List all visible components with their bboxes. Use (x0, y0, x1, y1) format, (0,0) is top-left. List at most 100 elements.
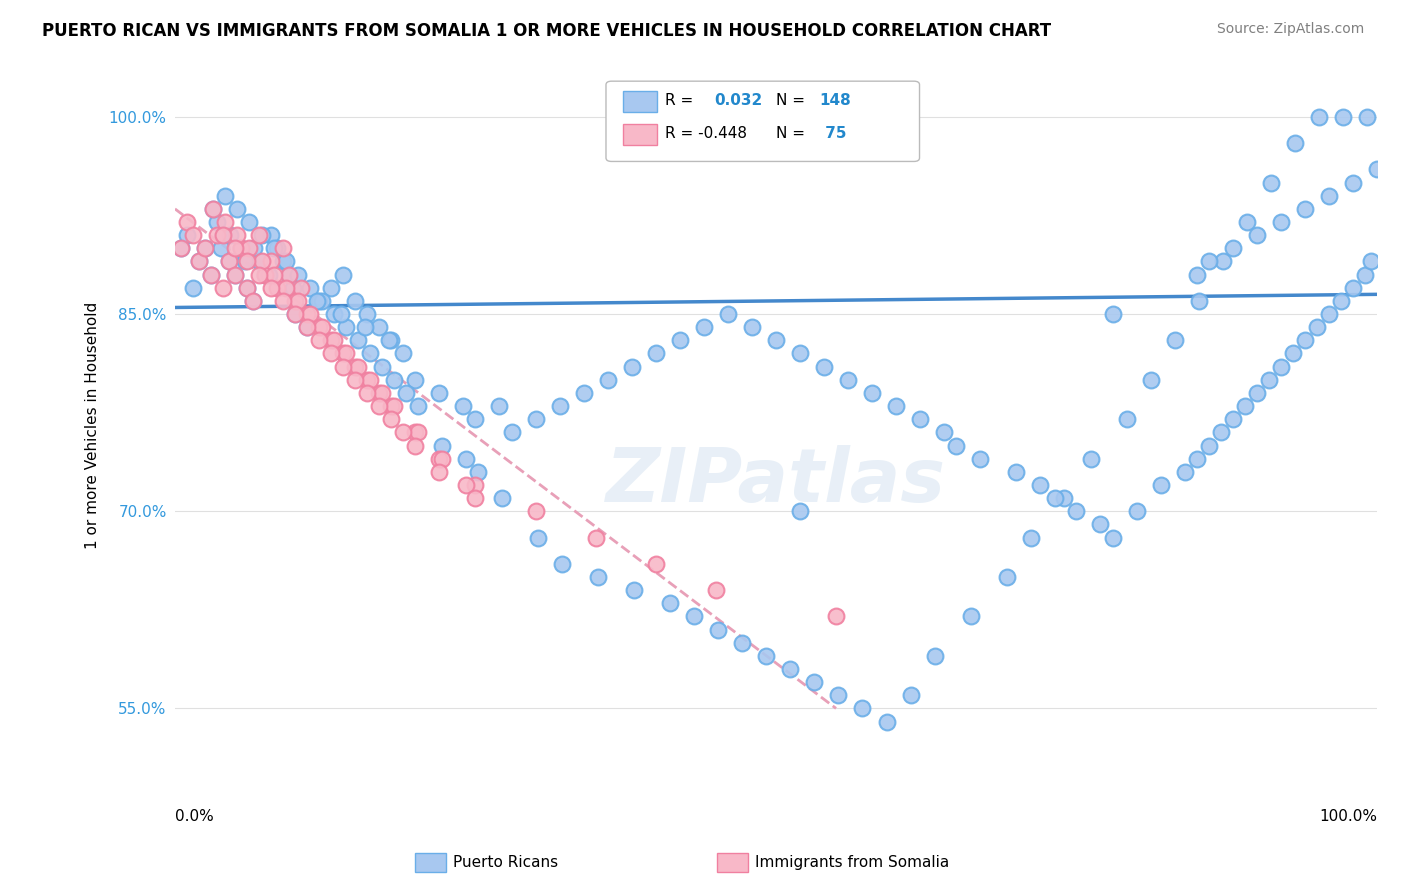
Point (295, 320, 318, 334)
Point (704, 583, 727, 598)
Point (644, 346, 666, 360)
Point (1116, 412, 1139, 426)
Point (1019, 531, 1042, 545)
Point (1281, 346, 1303, 360)
Point (995, 570, 1018, 584)
Point (247, 268, 270, 282)
Point (378, 334, 401, 348)
Point (274, 281, 297, 295)
Point (1090, 517, 1112, 532)
Text: ZIPatlas: ZIPatlas (606, 445, 946, 518)
Point (837, 373, 859, 387)
Text: Immigrants from Somalia: Immigrants from Somalia (755, 855, 949, 870)
Point (260, 281, 283, 295)
Point (344, 293, 367, 308)
Text: Source: ZipAtlas.com: Source: ZipAtlas.com (1216, 22, 1364, 37)
Point (368, 320, 391, 334)
Point (194, 241, 217, 255)
Point (359, 346, 381, 360)
Point (1360, 254, 1382, 268)
Point (321, 334, 343, 348)
Point (668, 334, 690, 348)
Point (236, 281, 259, 295)
Point (322, 307, 344, 321)
Point (1185, 451, 1208, 466)
Point (1236, 215, 1258, 229)
Point (290, 281, 312, 295)
Point (359, 373, 381, 387)
Point (644, 557, 666, 571)
Point (335, 346, 357, 360)
Point (356, 373, 378, 387)
Point (1284, 136, 1306, 151)
Point (236, 254, 259, 268)
Point (429, 451, 451, 466)
Point (233, 254, 256, 268)
Point (1043, 491, 1066, 505)
Point (934, 425, 956, 440)
Point (884, 399, 907, 413)
Point (1246, 228, 1268, 243)
Point (659, 596, 682, 610)
Point (527, 531, 550, 545)
Point (243, 241, 266, 255)
Point (551, 557, 574, 571)
Point (254, 268, 277, 282)
Point (311, 293, 333, 308)
Point (876, 714, 898, 729)
Point (1260, 176, 1282, 190)
Point (1198, 438, 1220, 452)
Point (321, 281, 343, 295)
Text: R =: R = (665, 94, 693, 108)
Text: PUERTO RICAN VS IMMIGRANTS FROM SOMALIA 1 OR MORE VEHICLES IN HOUSEHOLD CORRELAT: PUERTO RICAN VS IMMIGRANTS FROM SOMALIA … (42, 22, 1052, 40)
Point (1308, 110, 1330, 124)
Point (1354, 268, 1376, 282)
Point (380, 334, 402, 348)
Text: 75: 75 (820, 127, 846, 141)
Point (247, 228, 270, 243)
Point (284, 307, 307, 321)
Point (789, 346, 811, 360)
Point (1331, 110, 1354, 124)
Point (467, 465, 489, 479)
Point (332, 268, 354, 282)
Point (295, 307, 318, 321)
Point (1101, 307, 1123, 321)
Point (585, 531, 607, 545)
Point (322, 334, 344, 348)
Point (1066, 504, 1088, 518)
Point (945, 438, 967, 452)
Point (254, 268, 277, 282)
Point (620, 359, 643, 374)
Point (200, 268, 222, 282)
Point (464, 491, 486, 505)
Point (572, 385, 595, 400)
Point (429, 385, 451, 400)
Point (1080, 451, 1102, 466)
Point (382, 399, 405, 413)
Point (741, 320, 763, 334)
Point (354, 320, 377, 334)
Text: 100.0%: 100.0% (1319, 809, 1376, 824)
Point (250, 254, 273, 268)
Point (404, 438, 426, 452)
Point (260, 228, 283, 243)
Point (368, 399, 391, 413)
Point (308, 293, 330, 308)
Point (308, 320, 330, 334)
Point (274, 254, 297, 268)
Point (1053, 491, 1076, 505)
Point (212, 281, 235, 295)
Point (266, 281, 288, 295)
Point (1257, 373, 1279, 387)
Point (209, 241, 232, 255)
Point (524, 412, 547, 426)
Point (755, 648, 778, 663)
Point (194, 241, 217, 255)
Point (257, 268, 280, 282)
Point (1330, 293, 1353, 308)
Point (242, 293, 264, 308)
Point (1317, 188, 1340, 202)
Point (1188, 293, 1211, 308)
Point (263, 241, 285, 255)
